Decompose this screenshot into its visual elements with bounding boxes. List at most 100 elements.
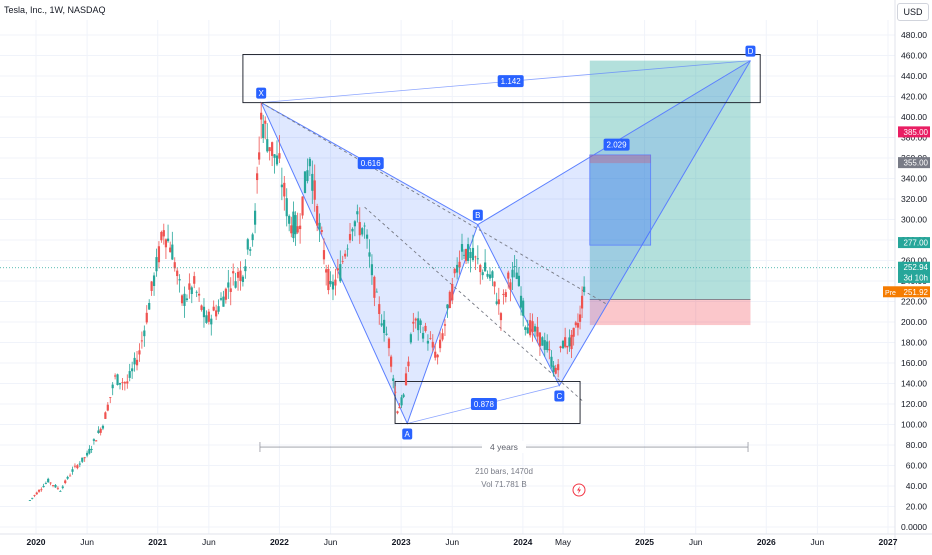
candle-body <box>116 374 119 386</box>
candle-body <box>513 266 516 267</box>
pattern-point-d[interactable] <box>745 45 756 57</box>
candle-body <box>155 257 158 272</box>
candle-body <box>446 304 449 309</box>
candle-body <box>578 314 582 322</box>
candle-body <box>316 206 319 226</box>
ratio-badge[interactable] <box>603 138 630 151</box>
candle-body <box>95 440 98 442</box>
candle-body <box>491 271 494 278</box>
candle-body <box>363 225 366 227</box>
y-tick-label: 320.00 <box>901 194 927 204</box>
x-tick-label: Jun <box>445 537 459 547</box>
candle-body <box>531 321 534 333</box>
price-tag[interactable] <box>898 271 930 283</box>
candle-body <box>453 268 456 274</box>
candle-body <box>466 244 470 261</box>
candle-body <box>448 291 451 309</box>
ratio-badge[interactable] <box>357 157 384 170</box>
y-tick-label: 200.00 <box>901 317 927 327</box>
candle-body <box>311 173 314 191</box>
currency-button[interactable]: USD <box>897 3 929 21</box>
candle-body <box>561 340 565 349</box>
prz-zone[interactable] <box>589 154 652 246</box>
price-tag[interactable] <box>898 157 930 169</box>
candle-body <box>327 268 330 291</box>
y-tick-label: 340.00 <box>901 174 927 184</box>
candle-body <box>106 404 109 411</box>
candle-body <box>42 485 45 488</box>
candle-body <box>462 254 466 256</box>
candle-body <box>417 318 420 331</box>
y-tick-label: 460.00 <box>901 51 927 61</box>
candle-body <box>546 341 549 351</box>
price-tag[interactable] <box>898 286 930 298</box>
candle-body <box>275 155 279 165</box>
price-tag-label: 385.00 <box>904 128 929 137</box>
candle-body <box>438 339 442 349</box>
candle-body <box>99 428 102 433</box>
candle-body <box>44 483 47 484</box>
candle-body <box>253 210 257 225</box>
candle-body <box>73 465 77 467</box>
x-tick-label: Jun <box>689 537 703 547</box>
candle-body <box>160 231 163 241</box>
candle-body <box>380 323 383 326</box>
y-tick-label: 120.00 <box>901 399 927 409</box>
candle-body <box>92 439 96 441</box>
prz-top <box>589 154 651 164</box>
candle-body <box>299 225 302 230</box>
candle-body <box>88 448 91 454</box>
candle-body <box>497 299 500 305</box>
symbol-title[interactable]: Tesla, Inc., 1W, NASDAQ <box>4 5 106 15</box>
candle-body <box>580 295 584 309</box>
candle-body <box>471 247 475 261</box>
candle-body <box>40 489 43 491</box>
candle-body <box>464 249 468 261</box>
pattern-point-b[interactable] <box>472 209 483 221</box>
candle-body <box>348 234 352 241</box>
candle-body <box>572 327 575 337</box>
candle-body <box>469 251 472 259</box>
candle-body <box>361 228 364 235</box>
candle-body <box>49 482 52 484</box>
ac-range-box[interactable] <box>394 381 581 424</box>
ratio-badge[interactable] <box>497 75 524 88</box>
candle-body <box>318 222 321 230</box>
candle-body <box>97 430 100 433</box>
price-tag[interactable] <box>898 261 930 273</box>
candle-body <box>392 378 395 381</box>
price-tag[interactable] <box>898 237 930 249</box>
y-tick-label: 80.00 <box>906 440 928 450</box>
candle-body <box>241 276 245 282</box>
profit-zone[interactable] <box>589 60 751 300</box>
candle-body <box>570 334 573 350</box>
price-tag[interactable] <box>898 126 930 138</box>
candle-body <box>507 272 510 279</box>
pattern-point-c[interactable] <box>554 390 565 402</box>
pattern-point-a[interactable] <box>402 428 413 440</box>
candle-body <box>183 293 186 306</box>
candle-body <box>266 139 269 152</box>
candle-body <box>383 319 386 333</box>
candle-body <box>190 287 193 294</box>
x-tick-label: Jun <box>811 537 825 547</box>
pattern-point-x[interactable] <box>256 87 267 99</box>
stop-loss-zone[interactable] <box>589 299 751 326</box>
candle-body <box>54 485 57 488</box>
candle-body <box>140 340 143 342</box>
y-tick-label: 400.00 <box>901 112 927 122</box>
candle-body <box>212 306 215 311</box>
candle-body <box>351 228 354 232</box>
ratio-badge[interactable] <box>470 398 497 410</box>
candle-body <box>178 279 181 281</box>
candle-body <box>185 298 189 301</box>
candle-body <box>86 452 89 456</box>
xb-dashed-line <box>260 102 606 304</box>
candle-body <box>217 306 220 312</box>
xd-range-box[interactable] <box>242 54 761 104</box>
candle-body <box>353 221 356 227</box>
candle-body <box>303 171 307 193</box>
candle-body <box>443 324 447 326</box>
